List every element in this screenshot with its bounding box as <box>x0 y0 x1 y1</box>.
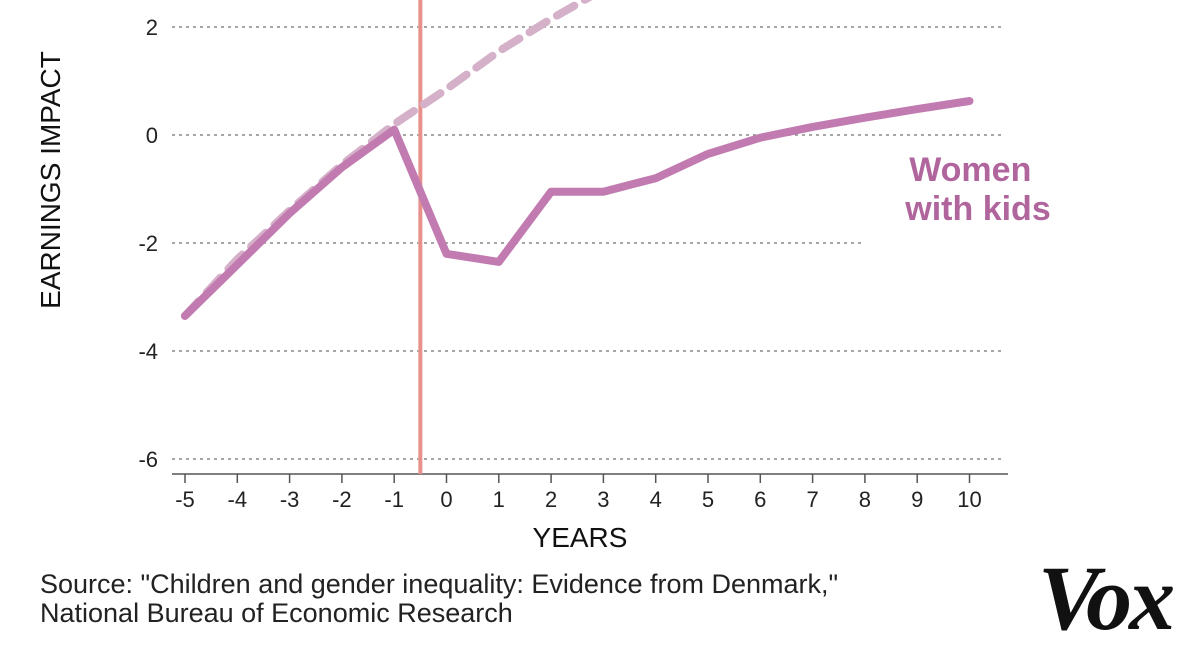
source-line-1: Source: "Children and gender inequality:… <box>40 569 839 599</box>
y-tick-label: -6 <box>138 447 158 472</box>
counterfactual-dashed-line <box>181 0 593 320</box>
x-tick-label: 1 <box>493 487 505 512</box>
x-axis-title: YEARS <box>533 522 628 553</box>
y-tick-label: 0 <box>146 123 158 148</box>
x-tick-label: -4 <box>228 487 248 512</box>
earnings-impact-chart: 2 0 -2 -4 -6 -5 -4 -3 -2 -1 0 1 2 3 4 5 6 7 8 9 10 YEARS EA… <box>35 0 1051 553</box>
series-label-line-1: Women <box>909 151 1031 189</box>
series-label-line-2: with kids <box>904 190 1050 228</box>
x-tick-label: 7 <box>806 487 818 512</box>
series-lines <box>181 0 974 320</box>
x-tick-label: 0 <box>440 487 452 512</box>
x-tick-label: 3 <box>597 487 609 512</box>
x-tick-label: 9 <box>911 487 923 512</box>
x-tick-label: 8 <box>859 487 871 512</box>
y-tick-label: 2 <box>146 15 158 40</box>
y-axis-ticks: 2 0 -2 -4 -6 <box>138 15 158 472</box>
x-tick-label: 6 <box>754 487 766 512</box>
x-tick-label: 2 <box>545 487 557 512</box>
y-axis-title: EARNINGS IMPACT <box>35 51 66 309</box>
x-tick-label: -5 <box>175 487 195 512</box>
x-tick-label: 10 <box>957 487 981 512</box>
women-with-kids-line <box>181 97 974 320</box>
x-tick-label: -1 <box>384 487 404 512</box>
source-line-2: National Bureau of Economic Research <box>40 598 513 628</box>
x-tick-label: -3 <box>280 487 300 512</box>
y-tick-label: -4 <box>138 339 158 364</box>
vox-logo: Vox <box>1038 547 1175 649</box>
series-label: Women with kids <box>904 151 1050 228</box>
x-tick-label: 4 <box>650 487 662 512</box>
y-tick-label: -2 <box>138 231 158 256</box>
source-note: Source: "Children and gender inequality:… <box>40 570 1040 628</box>
x-tick-label: 5 <box>702 487 714 512</box>
x-axis-ticks: -5 -4 -3 -2 -1 0 1 2 3 4 5 6 7 8 9 10 <box>175 474 982 512</box>
gridlines <box>172 26 1005 460</box>
x-tick-label: -2 <box>332 487 352 512</box>
